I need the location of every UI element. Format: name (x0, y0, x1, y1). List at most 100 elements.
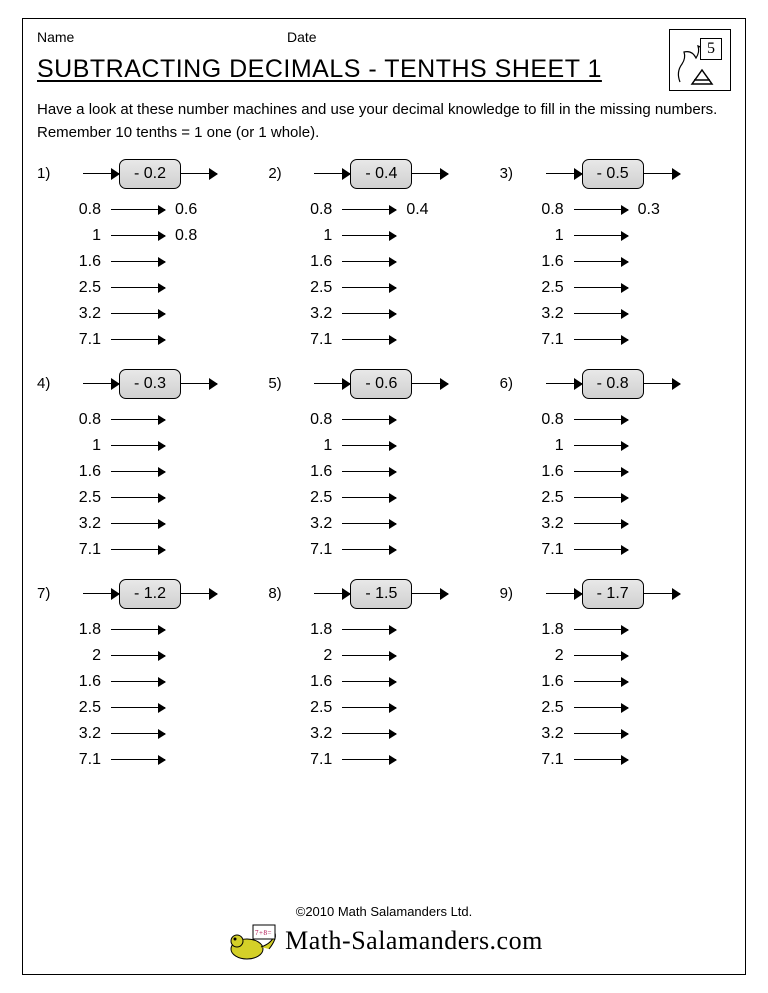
input-value: 3.2 (532, 305, 570, 323)
name-date-row: Name Date (37, 29, 659, 45)
input-value: 0.8 (69, 411, 107, 429)
number-machine: - 1.5 (314, 579, 448, 609)
arrow-icon (342, 309, 396, 319)
arrow-icon (644, 588, 680, 600)
problem-5: 5) - 0.6 0.811.62.53.27.1 (268, 369, 499, 573)
output-value[interactable]: 0.3 (632, 201, 672, 219)
input-value: 7.1 (532, 751, 570, 769)
data-row: 7.1 (69, 537, 268, 563)
problem-header: 1)- 0.2 (37, 159, 268, 189)
data-row: 3.2 (69, 721, 268, 747)
input-value: 2.5 (300, 489, 338, 507)
problem-header: 4)- 0.3 (37, 369, 268, 399)
problem-number: 2) (268, 159, 294, 182)
input-value: 2 (532, 647, 570, 665)
arrow-icon (574, 335, 628, 345)
number-machine: - 0.6 (314, 369, 448, 399)
arrow-icon (574, 703, 628, 713)
data-row: 1.6 (300, 669, 499, 695)
number-machine: - 0.2 (83, 159, 217, 189)
input-value: 1.6 (69, 463, 107, 481)
arrow-icon (574, 729, 628, 739)
problem-number: 5) (268, 369, 294, 392)
arrow-icon (181, 378, 217, 390)
number-machine: - 1.7 (546, 579, 680, 609)
data-row: 1 (300, 223, 499, 249)
input-value: 0.8 (69, 201, 107, 219)
arrow-icon (111, 309, 165, 319)
rows-list: 1.821.62.53.27.1 (37, 617, 268, 773)
input-value: 1.6 (532, 463, 570, 481)
problem-number: 7) (37, 579, 63, 602)
operation-box: - 1.5 (350, 579, 412, 609)
data-row: 2.5 (300, 275, 499, 301)
data-row: 1.6 (69, 669, 268, 695)
problem-number: 4) (37, 369, 63, 392)
input-value: 3.2 (532, 725, 570, 743)
arrow-icon (342, 545, 396, 555)
arrow-icon (111, 755, 165, 765)
operation-box: - 1.2 (119, 579, 181, 609)
data-row: 2.5 (532, 485, 731, 511)
output-value[interactable]: 0.6 (169, 201, 209, 219)
data-row: 1.6 (69, 459, 268, 485)
problem-8: 8)- 1.51.821.62.53.27.1 (268, 579, 499, 783)
arrow-icon (342, 729, 396, 739)
rows-list: 1.821.62.53.27.1 (500, 617, 731, 773)
grade-badge: 5 (669, 29, 731, 91)
data-row: 7.1 (532, 537, 731, 563)
input-value: 3.2 (532, 515, 570, 533)
data-row: 7.1 (69, 327, 268, 353)
data-row: 0.8 0.6 (69, 197, 268, 223)
number-machine: - 0.8 (546, 369, 680, 399)
arrow-icon (111, 493, 165, 503)
arrow-icon (342, 677, 396, 687)
input-value: 2 (69, 647, 107, 665)
arrow-icon (342, 441, 396, 451)
arrow-icon (574, 545, 628, 555)
problem-2: 2)- 0.40.80.411.62.53.27.1 (268, 159, 499, 363)
problem-header: 7) - 1.2 (37, 579, 268, 609)
data-row: 1.6 (532, 459, 731, 485)
input-value: 7.1 (69, 331, 107, 349)
header: Name Date SUBTRACTING DECIMALS - TENTHS … (37, 29, 731, 94)
input-value: 3.2 (300, 515, 338, 533)
output-value[interactable]: 0.8 (169, 227, 209, 245)
output-value[interactable]: 0.4 (400, 201, 440, 219)
data-row: 3.2 (300, 301, 499, 327)
data-row: 7.1 (300, 327, 499, 353)
data-row: 0.8 (532, 407, 731, 433)
rows-list: 0.811.62.53.27.1 (268, 407, 499, 563)
arrow-icon (574, 755, 628, 765)
data-row: 1 (69, 433, 268, 459)
arrow-icon (83, 588, 119, 600)
arrow-icon (342, 205, 396, 215)
problem-1: 1)- 0.20.80.610.81.62.53.27.1 (37, 159, 268, 363)
input-value: 7.1 (69, 541, 107, 559)
input-value: 0.8 (532, 201, 570, 219)
arrow-icon (111, 703, 165, 713)
input-value: 1.6 (300, 253, 338, 271)
rows-list: 0.80.311.62.53.27.1 (500, 197, 731, 353)
problem-6: 6)- 0.80.811.62.53.27.1 (500, 369, 731, 573)
input-value: 7.1 (532, 541, 570, 559)
arrow-icon (314, 168, 350, 180)
brand-row: 7+8= Math-Salamanders.com (225, 919, 543, 963)
arrow-icon (574, 257, 628, 267)
data-row: 2.5 (532, 275, 731, 301)
data-row: 10.8 (69, 223, 268, 249)
arrow-icon (574, 677, 628, 687)
rows-list: 0.80.411.62.53.27.1 (268, 197, 499, 353)
operation-box: - 0.8 (582, 369, 644, 399)
salamander-logo-icon: 7+8= (225, 919, 279, 963)
arrow-icon (111, 231, 165, 241)
brand-text: Math-Salamanders.com (285, 926, 543, 956)
arrow-icon (546, 168, 582, 180)
arrow-icon (342, 335, 396, 345)
data-row: 0.8 (69, 407, 268, 433)
arrow-icon (111, 729, 165, 739)
data-row: 1.8 (69, 617, 268, 643)
input-value: 3.2 (69, 305, 107, 323)
input-value: 1.6 (69, 673, 107, 691)
header-left: Name Date SUBTRACTING DECIMALS - TENTHS … (37, 29, 659, 94)
